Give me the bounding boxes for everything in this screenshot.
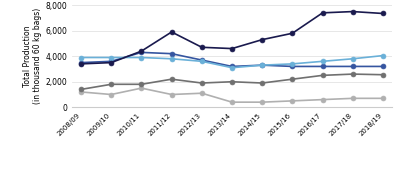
El Salvador (320, 99, 325, 101)
Guatemala (230, 67, 234, 69)
Nicaragua (380, 74, 385, 76)
El Salvador (169, 93, 174, 95)
Nicaragua (200, 82, 204, 84)
Honduras (109, 62, 114, 64)
Honduras (169, 31, 174, 33)
Costa Rica (380, 65, 385, 67)
Y-axis label: Total Production
(in thousand 60 kg bags): Total Production (in thousand 60 kg bags… (23, 8, 42, 104)
Costa Rica (139, 51, 144, 53)
Nicaragua (320, 74, 325, 76)
Guatemala (380, 54, 385, 57)
El Salvador (290, 100, 295, 102)
Line: El Salvador: El Salvador (79, 86, 385, 105)
Honduras (350, 11, 355, 13)
Costa Rica (79, 62, 84, 64)
Costa Rica (350, 65, 355, 67)
El Salvador (350, 97, 355, 99)
Guatemala (109, 56, 114, 58)
Costa Rica (200, 59, 204, 61)
Nicaragua (350, 73, 355, 75)
Nicaragua (230, 81, 234, 83)
Costa Rica (109, 60, 114, 62)
Nicaragua (169, 78, 174, 80)
Honduras (260, 39, 264, 41)
Honduras (320, 12, 325, 14)
El Salvador (109, 93, 114, 95)
Honduras (380, 12, 385, 15)
Nicaragua (290, 78, 295, 80)
El Salvador (200, 92, 204, 94)
Costa Rica (230, 65, 234, 67)
Nicaragua (139, 83, 144, 85)
Costa Rica (320, 65, 325, 67)
Costa Rica (169, 53, 174, 55)
Line: Honduras: Honduras (79, 9, 385, 66)
El Salvador (79, 91, 84, 93)
Honduras (200, 46, 204, 48)
El Salvador (380, 97, 385, 99)
Nicaragua (79, 88, 84, 90)
El Salvador (230, 101, 234, 103)
Guatemala (200, 60, 204, 62)
Honduras (79, 63, 84, 65)
Nicaragua (260, 82, 264, 84)
Line: Nicaragua: Nicaragua (79, 72, 385, 92)
Guatemala (350, 58, 355, 60)
Guatemala (139, 56, 144, 58)
Guatemala (79, 56, 84, 58)
El Salvador (139, 87, 144, 89)
Nicaragua (109, 83, 114, 85)
El Salvador (260, 101, 264, 103)
Line: Guatemala: Guatemala (79, 53, 385, 70)
Guatemala (320, 60, 325, 62)
Honduras (290, 32, 295, 34)
Honduras (230, 48, 234, 50)
Guatemala (169, 58, 174, 60)
Costa Rica (260, 64, 264, 66)
Guatemala (260, 64, 264, 66)
Costa Rica (290, 65, 295, 67)
Guatemala (290, 63, 295, 65)
Line: Costa Rica: Costa Rica (79, 50, 385, 69)
Honduras (139, 50, 144, 52)
